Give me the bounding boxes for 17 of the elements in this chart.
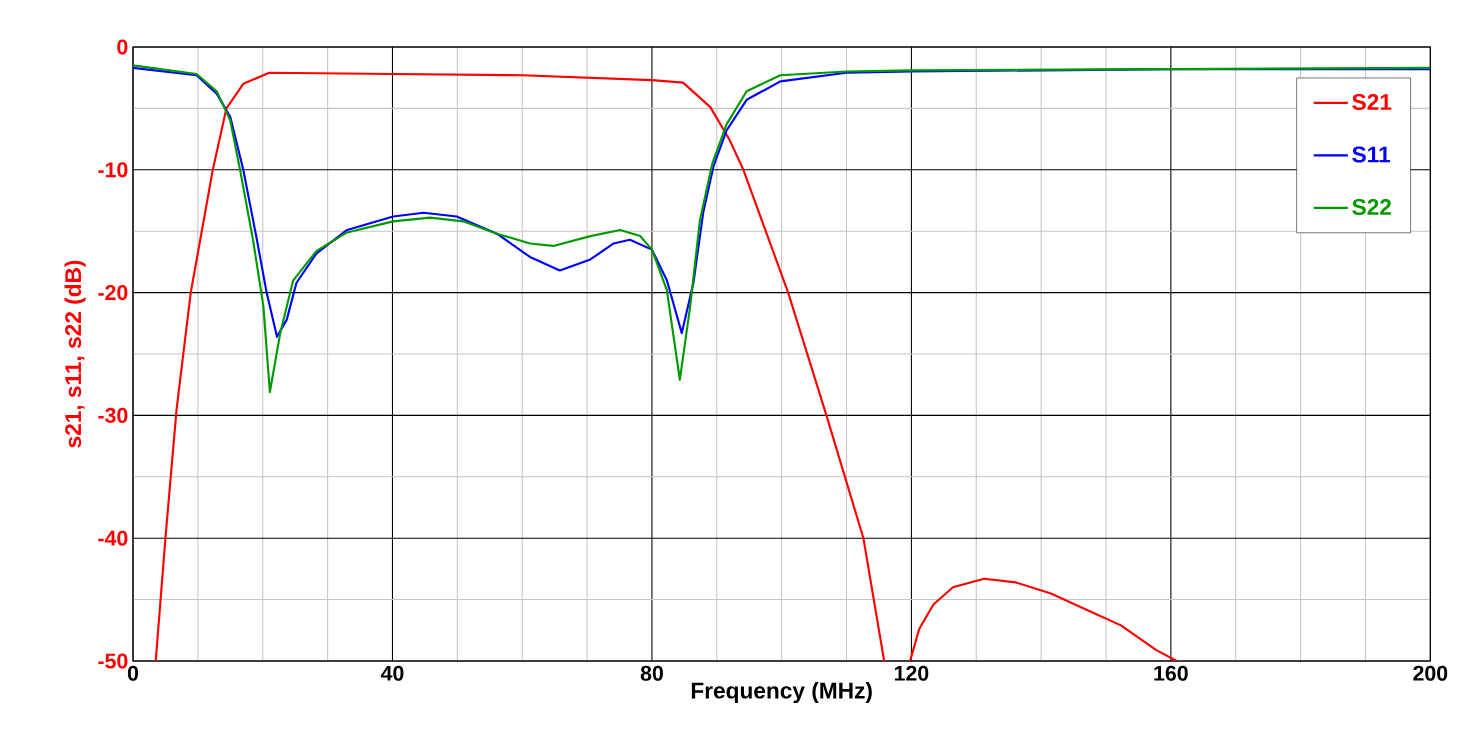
y-tick-label: -10 (98, 162, 128, 178)
legend-label: S22 (1352, 198, 1392, 216)
y-axis-title: s21, s11, s22 (dB) (64, 260, 86, 448)
x-axis-title: Frequency (MHz) (691, 681, 872, 704)
x-tick-label: 0 (127, 665, 139, 681)
y-tick-label: -30 (98, 407, 128, 423)
x-tick-label: 200 (1413, 665, 1448, 681)
y-tick-label: 0 (117, 39, 128, 55)
legend-label: S21 (1352, 93, 1392, 111)
y-tick-label: -50 (98, 653, 128, 669)
x-tick-label: 120 (894, 665, 929, 681)
legend-label: S11 (1352, 146, 1391, 163)
y-tick-label: -20 (98, 285, 128, 301)
y-tick-label: -40 (98, 530, 128, 546)
x-tick-label: 40 (380, 665, 404, 681)
x-tick-label: 80 (640, 665, 663, 681)
x-tick-label: 160 (1154, 665, 1188, 681)
